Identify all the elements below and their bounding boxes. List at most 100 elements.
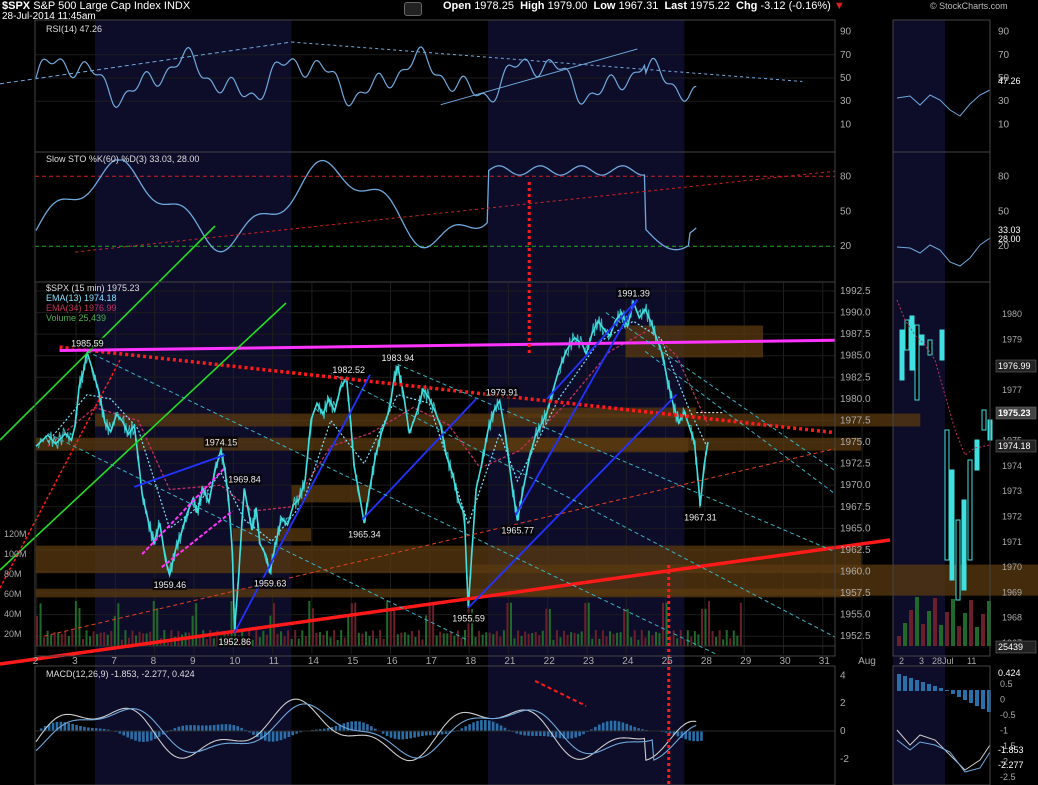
macd-histogram-bar — [381, 731, 385, 734]
macd-histogram-bar — [177, 726, 181, 731]
date-tick-label: 23 — [583, 656, 595, 667]
macd-histogram-bar — [413, 731, 416, 738]
volume-bar — [679, 630, 682, 646]
macd-histogram-bar — [574, 731, 578, 738]
annotation-label: 1979.91 — [486, 388, 519, 398]
macd-histogram-bar — [326, 727, 330, 731]
volume-bar — [449, 631, 452, 646]
macd-histogram-bar — [389, 731, 393, 738]
rsi-right-tick-label: 50 — [998, 73, 1010, 84]
volume-bar — [616, 632, 619, 646]
right-date-label: 3 — [919, 656, 924, 666]
volume-bar — [563, 630, 566, 646]
volume-bar — [173, 636, 176, 646]
macd-histogram-bar — [480, 720, 483, 731]
rsi-tick-label: 50 — [840, 73, 852, 84]
volume-bar — [386, 601, 389, 646]
sto-tick-label: 50 — [840, 206, 852, 217]
macd-histogram-bar — [39, 728, 43, 731]
macd-histogram-bar — [373, 728, 377, 731]
date-tick-label: 14 — [308, 656, 320, 667]
volume-bar — [456, 630, 459, 646]
volume-bar — [601, 630, 604, 646]
macd-histogram-bar — [558, 731, 562, 739]
volume-bar — [502, 630, 505, 646]
macd-histogram-bar — [55, 721, 59, 731]
watermark: © StockCharts.com — [930, 1, 1008, 11]
macd-histogram-bar — [476, 720, 479, 731]
macd-histogram-bar — [546, 731, 550, 737]
volume-tick-label: 80M — [4, 569, 22, 579]
macd-histogram-bar — [350, 721, 353, 731]
volume-bar — [669, 635, 672, 646]
volume-bar — [513, 638, 516, 646]
rsi-trendline — [0, 41, 292, 85]
volume-bar — [39, 603, 42, 646]
macd-histogram-bar — [570, 731, 574, 739]
volume-bar — [700, 608, 703, 646]
daily-macd-hist — [957, 690, 961, 697]
volume-bar — [718, 630, 721, 646]
volume-bar — [258, 637, 261, 646]
volume-bar — [304, 636, 307, 646]
volume-bar — [417, 630, 420, 646]
sto-right-tick-label: 80 — [998, 171, 1010, 182]
cyan-dashed-line — [644, 351, 835, 495]
macd-histogram-bar — [220, 724, 224, 731]
volume-bar — [471, 609, 474, 646]
price-badge: 1976.99 — [998, 361, 1031, 371]
macd-histogram-bar — [197, 725, 200, 731]
date-tick-label: 30 — [779, 656, 791, 667]
rsi-trendline — [291, 41, 803, 82]
macd-histogram-bar — [149, 731, 153, 741]
right-date-label: 2 — [899, 656, 904, 666]
price-series — [0, 41, 993, 773]
price-tick-label: 1955.0 — [840, 610, 871, 621]
volume-bar — [67, 636, 70, 646]
date-tick-label: 25 — [662, 656, 674, 667]
volume-bar — [301, 630, 304, 646]
price-tick-label: 1992.5 — [840, 286, 871, 297]
volume-bar — [506, 602, 509, 646]
volume-bar — [60, 633, 63, 646]
volume-bar — [474, 636, 477, 646]
macd-histogram-bar — [472, 722, 475, 731]
open-value: 1978.25 — [474, 0, 514, 12]
volume-bar — [573, 632, 576, 646]
macd-right-tick-label: -2.5 — [1000, 772, 1016, 782]
volume-bar — [255, 630, 258, 646]
date-tick-label: 22 — [544, 656, 556, 667]
macd-histogram-bar — [700, 731, 703, 741]
sto-line — [35, 159, 697, 253]
index-name: S&P 500 Large Cap Index — [33, 0, 161, 12]
volume-bar — [591, 638, 594, 646]
volume-bar — [251, 639, 254, 646]
daily-volume-bar — [927, 611, 931, 646]
macd-histogram-bar — [625, 723, 629, 731]
daily-volume-bar — [909, 610, 913, 646]
daily-candle — [974, 439, 980, 471]
volume-bar — [99, 632, 102, 646]
volume-bar — [732, 630, 735, 646]
macd-histogram-bar — [605, 721, 609, 731]
volume-bar — [265, 634, 268, 646]
macd-histogram-bar — [165, 731, 169, 733]
macd-histogram-bar — [531, 731, 534, 736]
daily-macd-hist — [975, 690, 979, 706]
macd-line — [35, 698, 697, 762]
week-band-right — [893, 20, 945, 785]
daily-signal-line — [896, 739, 991, 773]
macd-histogram-bar — [118, 731, 122, 734]
chart-title: $SPX S&P 500 Large Cap Index INDX — [2, 0, 190, 22]
macd-histogram-bar — [63, 722, 67, 731]
volume-tick-label: 20M — [4, 629, 22, 639]
macd-histogram-bar — [256, 731, 259, 738]
chart-datetime: 28-Jul-2014 11:45am — [2, 11, 96, 22]
volume-bar — [145, 633, 148, 646]
volume-bar — [276, 634, 279, 646]
price-tick-label: 1980.0 — [840, 394, 871, 405]
chart-menu-button[interactable] — [404, 2, 422, 16]
annotation-bg — [203, 436, 238, 448]
daily-volume-bar — [951, 599, 955, 646]
volume-bar — [138, 631, 141, 646]
